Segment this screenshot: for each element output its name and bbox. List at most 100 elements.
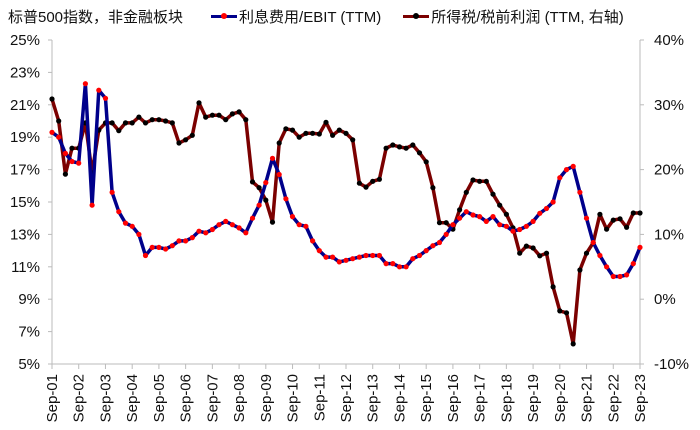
data-point-marker bbox=[557, 175, 563, 181]
data-point-marker bbox=[330, 132, 336, 138]
data-point-marker bbox=[563, 167, 570, 173]
y-left-tick-label: 17% bbox=[10, 162, 40, 179]
data-point-marker bbox=[89, 202, 95, 208]
x-tick-label: Sep-12 bbox=[338, 374, 355, 422]
data-point-marker bbox=[356, 254, 362, 260]
data-point-marker bbox=[142, 252, 149, 259]
data-point-marker bbox=[470, 212, 476, 218]
data-point-marker bbox=[577, 267, 583, 273]
data-point-marker bbox=[69, 145, 75, 151]
data-point-marker bbox=[390, 261, 396, 267]
data-point-marker bbox=[483, 218, 489, 224]
data-point-marker bbox=[229, 222, 235, 228]
x-tick-label: Sep-20 bbox=[552, 374, 569, 422]
data-point-marker bbox=[223, 117, 229, 123]
data-point-marker bbox=[336, 259, 342, 265]
data-point-marker bbox=[69, 158, 75, 165]
data-point-marker bbox=[256, 185, 262, 191]
data-point-marker bbox=[283, 196, 289, 202]
data-point-marker bbox=[410, 142, 416, 148]
data-point-marker bbox=[630, 210, 636, 216]
data-point-marker bbox=[610, 217, 616, 223]
y-left-tick-label: 7% bbox=[18, 324, 40, 341]
data-point-marker bbox=[116, 209, 122, 215]
data-point-marker bbox=[196, 100, 202, 106]
data-point-marker bbox=[343, 257, 349, 263]
data-point-marker bbox=[303, 130, 309, 136]
x-tick-label: Sep-05 bbox=[151, 374, 168, 422]
data-point-marker bbox=[416, 252, 423, 259]
chart-title: 标普500指数，非金融板块 bbox=[8, 9, 184, 26]
data-point-marker bbox=[550, 284, 556, 290]
data-point-marker bbox=[343, 130, 349, 136]
data-point-marker bbox=[129, 120, 135, 126]
data-point-marker bbox=[156, 244, 162, 250]
data-point-marker bbox=[249, 179, 256, 185]
x-tick-label: Sep-09 bbox=[258, 374, 275, 422]
data-point-marker bbox=[597, 252, 603, 259]
data-point-marker bbox=[436, 239, 443, 246]
data-point-marker bbox=[189, 235, 195, 241]
data-point-marker bbox=[316, 131, 322, 137]
x-tick-label: Sep-23 bbox=[632, 374, 649, 422]
data-point-marker bbox=[523, 243, 530, 249]
data-point-marker bbox=[624, 272, 630, 278]
data-point-marker bbox=[383, 145, 389, 151]
data-point-marker bbox=[350, 137, 356, 143]
data-point-marker bbox=[503, 223, 509, 229]
x-tick-label: Sep-08 bbox=[231, 374, 248, 422]
data-point-marker bbox=[537, 253, 543, 259]
data-point-marker bbox=[396, 144, 403, 150]
x-tick-label: Sep-19 bbox=[525, 374, 542, 422]
x-tick-label: Sep-21 bbox=[579, 374, 596, 422]
x-tick-label: Sep-11 bbox=[311, 374, 328, 421]
axes: 25% 23% 21% 19% 17% 15% 13% 11% 9% 7% 5% 40% 30% 20% 1… bbox=[10, 32, 689, 422]
data-point-marker bbox=[289, 127, 296, 133]
data-point-marker bbox=[229, 111, 235, 117]
data-point-marker bbox=[416, 150, 423, 156]
data-point-marker bbox=[570, 341, 576, 347]
data-point-marker bbox=[370, 178, 376, 184]
x-tick-label: Sep-03 bbox=[97, 374, 114, 422]
data-point-marker bbox=[323, 119, 329, 125]
data-point-marker bbox=[543, 205, 550, 212]
data-point-marker bbox=[102, 95, 109, 101]
data-point-marker bbox=[269, 155, 276, 161]
chart-legend: 标普500指数，非金融板块 利息费用/EBIT (TTM) 所得税/税前利润 (… bbox=[8, 6, 646, 27]
x-tick-label: Sep-10 bbox=[285, 374, 302, 422]
data-point-marker bbox=[356, 180, 362, 186]
data-point-marker bbox=[56, 118, 62, 124]
data-point-marker bbox=[149, 244, 155, 250]
data-point-marker bbox=[129, 223, 135, 229]
data-point-marker bbox=[156, 117, 162, 123]
data-point-marker bbox=[189, 132, 195, 138]
y-left-tick-label: 15% bbox=[10, 194, 40, 211]
y-right-tick-label: 10% bbox=[654, 226, 684, 243]
data-point-marker bbox=[463, 189, 469, 195]
data-point-marker bbox=[183, 137, 189, 143]
data-point-marker bbox=[336, 127, 342, 133]
legend-item-interest-ebit: 利息费用/EBIT (TTM) bbox=[211, 6, 381, 27]
data-point-marker bbox=[610, 273, 616, 280]
data-point-marker bbox=[463, 209, 469, 215]
data-point-marker bbox=[163, 118, 169, 124]
data-point-marker bbox=[276, 171, 282, 178]
data-point-marker bbox=[436, 220, 443, 226]
y-right-tick-label: 0% bbox=[654, 291, 676, 308]
data-point-marker bbox=[410, 256, 416, 262]
data-point-marker bbox=[196, 228, 202, 234]
data-point-marker bbox=[62, 150, 68, 156]
data-point-marker bbox=[263, 197, 269, 203]
y-left-tick-label: 21% bbox=[10, 97, 40, 114]
data-point-marker bbox=[604, 264, 610, 270]
data-point-marker bbox=[263, 180, 269, 186]
x-tick-label: Sep-14 bbox=[391, 374, 408, 422]
data-point-marker bbox=[249, 215, 256, 221]
data-point-marker bbox=[583, 250, 590, 256]
x-tick-label: Sep-02 bbox=[71, 374, 88, 422]
y-left-tick-label: 23% bbox=[10, 64, 40, 81]
data-point-marker bbox=[216, 112, 222, 118]
data-point-marker bbox=[477, 178, 483, 184]
data-point-marker bbox=[169, 120, 175, 126]
